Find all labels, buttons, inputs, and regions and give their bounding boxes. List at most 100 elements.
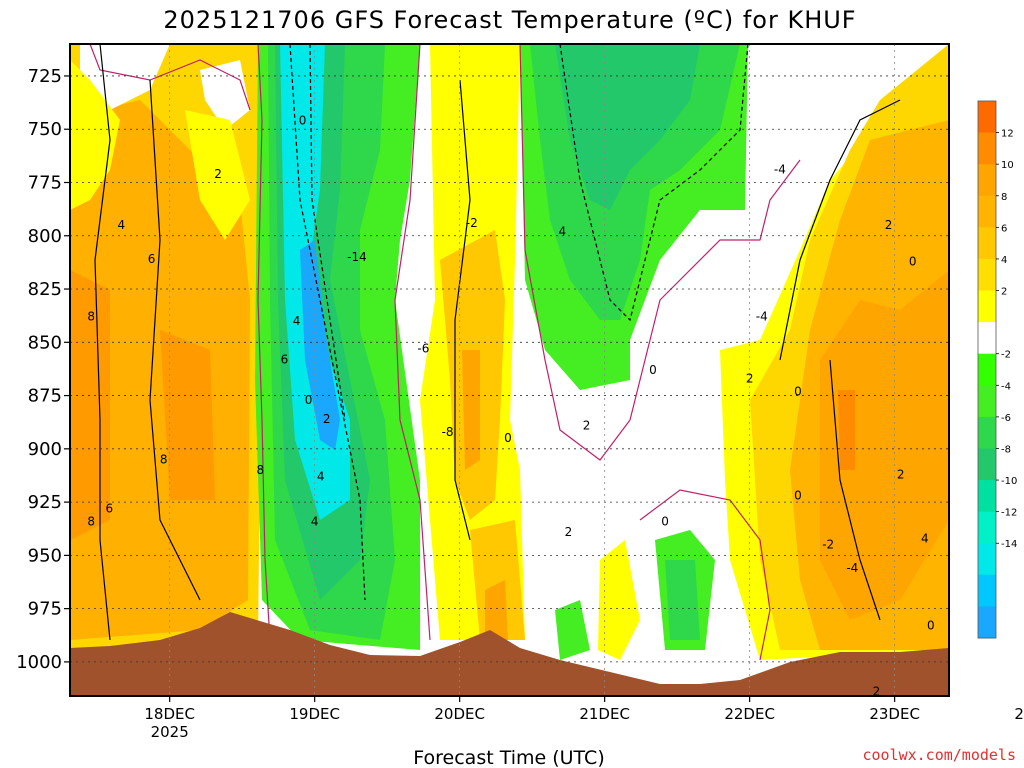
warm-band-right-orange [820, 270, 949, 620]
contour-label: 6 [148, 252, 156, 266]
colorbar-label: 8 [1001, 192, 1007, 203]
colorbar-label: -2 [1001, 350, 1011, 361]
y-tick-label: 750 [28, 119, 62, 140]
colorbar-label: 2 [1001, 287, 1007, 298]
colorbar-swatch [978, 101, 996, 134]
colorbar-swatch [978, 258, 996, 292]
contour-label: -14 [347, 250, 367, 264]
colorbar-swatch [978, 480, 996, 513]
colorbar-label: 12 [1001, 129, 1014, 140]
colorbar-swatch [978, 132, 996, 165]
isotherm-warm [149, 79, 201, 601]
contour-label: 2 [885, 218, 893, 232]
colorbar-swatch [978, 164, 996, 197]
contour-label: 2 [214, 167, 222, 181]
contour-label: -2 [822, 538, 834, 552]
colorbar-swatch [978, 227, 996, 260]
cold-band-blue [300, 240, 340, 450]
contour-label: 8 [87, 310, 95, 324]
colorbar-swatch [978, 543, 996, 576]
colorbar-label: -12 [1001, 508, 1017, 519]
contour-label: -4 [756, 310, 768, 324]
contour-label: 0 [909, 254, 917, 268]
warm-band-middle-orange [462, 350, 508, 640]
colorbar: 12 10 8 6 4 2 -2 -4 -6 -8 -10 -12 -14 [977, 100, 1017, 639]
contour-label: 4 [921, 531, 929, 545]
colorbar-swatch [978, 290, 996, 323]
colorbar-swatch [978, 353, 996, 386]
cold-band-right-darkteal [555, 44, 700, 210]
contour-label: 2 [746, 372, 754, 386]
colorbar-swatch [978, 195, 996, 228]
colorbar-swatch [978, 511, 996, 544]
contour-label: 4 [293, 314, 301, 328]
y-tick-label: 775 [28, 172, 62, 193]
contour-label: 0 [794, 489, 802, 503]
contour-label: 0 [305, 393, 313, 407]
contour-label: 4 [118, 218, 126, 232]
colorbar-swatch [978, 574, 996, 607]
contour-label: 2 [583, 418, 591, 432]
chart-title: 2025121706 GFS Forecast Temperature (ºC)… [163, 6, 856, 34]
colorbar-label: 10 [1001, 160, 1014, 171]
contour-label: 4 [317, 470, 325, 484]
colorbar-swatch [978, 606, 996, 639]
colorbar-swatch [978, 322, 996, 355]
colorbar-label: -8 [1001, 444, 1011, 455]
contour-label: -2 [466, 216, 478, 230]
x-tick-label: 21DEC [579, 705, 630, 723]
x-tick-sublabel: 2025 [151, 723, 189, 741]
isotherm-warm [829, 359, 881, 621]
contour-label: 0 [661, 514, 669, 528]
isotherm-warm [779, 99, 901, 361]
x-tick-label: 18DEC [144, 705, 195, 723]
isotherm-zero [394, 44, 431, 641]
x-tick-label: 20DEC [434, 705, 485, 723]
isotherm-zero [89, 44, 251, 111]
x-tick-label: 19DEC [289, 705, 340, 723]
colorbar-label: -6 [1001, 413, 1011, 424]
y-tick-label: 1000 [16, 652, 62, 673]
contour-label: 6 [105, 501, 113, 515]
y-tick-label: 725 [28, 66, 62, 87]
contour-label: 0 [504, 431, 512, 445]
isotherm-zero [257, 44, 271, 641]
white-band-left-top [80, 44, 250, 130]
contour-label: 4 [311, 514, 319, 528]
warm-band-middle-gold [440, 230, 525, 640]
cold-band-right-low-dark [665, 560, 700, 640]
contour-label: 4 [951, 340, 959, 354]
contour-label: 4 [559, 225, 567, 239]
y-tick-label: 925 [28, 492, 62, 513]
contour-label: 2 [323, 412, 331, 426]
y-tick-label: 875 [28, 386, 62, 407]
temperature-fill-layer [70, 44, 949, 660]
y-tick-label: 900 [28, 439, 62, 460]
contour-label: -4 [846, 561, 858, 575]
contour-label: 8 [256, 463, 264, 477]
x-tick-label: 23DEC [869, 705, 920, 723]
yellow-band-left-top [70, 60, 250, 240]
colorbar-label: 6 [1001, 223, 1007, 234]
contour-label: -8 [442, 425, 454, 439]
contour-label: 0 [927, 619, 935, 633]
warm-band-left-deep [70, 270, 215, 540]
x-axis-label: Forecast Time (UTC) [413, 747, 604, 768]
contour-label: 2 [897, 467, 905, 481]
isotherm-cold [309, 44, 346, 421]
contour-label: -6 [417, 342, 429, 356]
grid-lines [70, 44, 949, 696]
isotherm-zero [639, 489, 771, 661]
warm-band-right-deep [838, 390, 855, 470]
y-tick-label: 975 [28, 599, 62, 620]
x-tick-label: 22DEC [724, 705, 775, 723]
colorbar-swatch [978, 448, 996, 481]
isotherm-cold [559, 44, 749, 322]
contour-label: 6 [969, 476, 977, 490]
credit-link[interactable]: coolwx.com/models [862, 746, 1016, 764]
contour-label: 2 [873, 685, 881, 699]
terrain-ground [70, 612, 949, 696]
y-tick-label: 825 [28, 279, 62, 300]
